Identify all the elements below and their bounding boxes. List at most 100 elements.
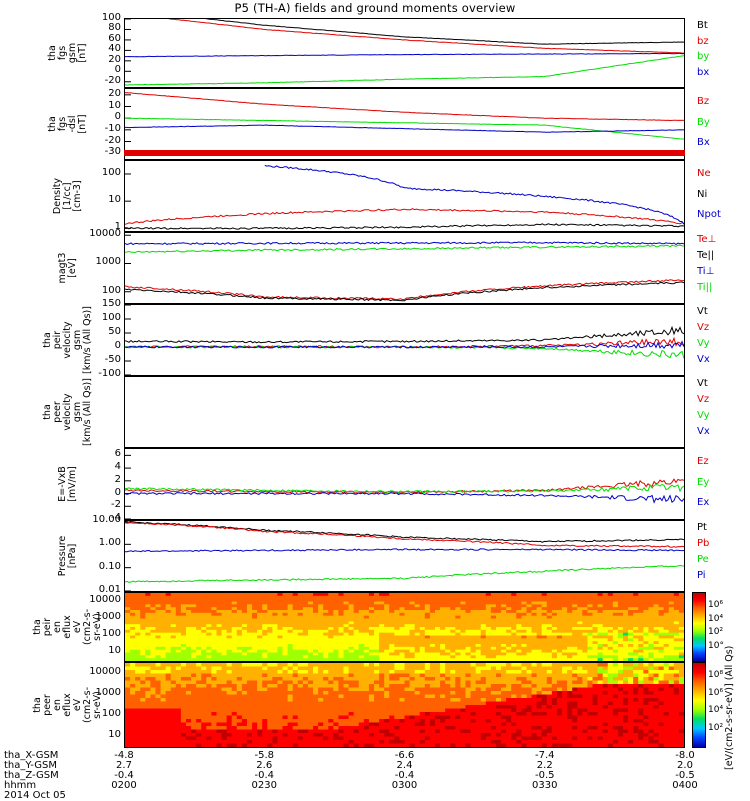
heatmap-cell	[511, 681, 517, 685]
heatmap-cell	[262, 695, 268, 699]
heatmap-cell	[262, 737, 268, 741]
heatmap-cell	[338, 702, 344, 706]
heatmap-cell	[572, 744, 578, 748]
heatmap-cell	[608, 658, 614, 661]
heatmap-cell	[369, 677, 375, 681]
heatmap-cell	[176, 695, 182, 699]
heatmap-cell	[232, 737, 238, 741]
heatmap-cell	[293, 702, 299, 706]
heatmap-cell	[318, 681, 324, 685]
heatmap-cell	[552, 702, 558, 706]
heatmap-cell	[201, 677, 207, 681]
heatmap-cell	[481, 695, 487, 699]
heatmap-cell	[308, 730, 314, 734]
heatmap-cell	[140, 670, 146, 674]
heatmap-cell	[191, 667, 197, 671]
heatmap-cell	[486, 723, 492, 727]
heatmap-cell	[237, 670, 243, 674]
heatmap-cell	[415, 681, 421, 685]
heatmap-cell	[547, 667, 553, 671]
heatmap-cell	[516, 688, 522, 692]
heatmap-cell	[516, 702, 522, 706]
panel-plot-4	[125, 233, 684, 303]
heatmap-cell	[598, 719, 604, 723]
heatmap-cell	[272, 698, 278, 702]
heatmap-cell	[283, 702, 289, 706]
heatmap-cell	[242, 681, 248, 685]
heatmap-cell	[186, 691, 192, 695]
heatmap-cell	[532, 705, 538, 709]
heatmap-cell	[349, 688, 355, 692]
heatmap-cell	[384, 695, 390, 699]
heatmap-cell	[486, 733, 492, 737]
heatmap-cell	[161, 681, 167, 685]
heatmap-cell	[410, 726, 416, 730]
heatmap-cell	[547, 658, 553, 661]
heatmap-cell	[349, 733, 355, 737]
heatmap-cell	[587, 702, 593, 706]
heatmap-cell	[364, 730, 370, 734]
heatmap-cell	[283, 670, 289, 674]
heatmap-cell	[191, 684, 197, 688]
heatmap-cell	[460, 667, 466, 671]
heatmap-cell	[532, 737, 538, 741]
heatmap-cell	[262, 730, 268, 734]
heatmap-cell	[155, 744, 161, 748]
heatmap-cell	[140, 709, 146, 713]
heatmap-cell	[567, 677, 573, 681]
panel-4	[124, 232, 685, 304]
heatmap-cell	[496, 719, 502, 723]
heatmap-cell	[405, 705, 411, 709]
heatmap-cell	[359, 663, 365, 667]
heatmap-cell	[211, 663, 217, 667]
heatmap-cell	[145, 667, 151, 671]
heatmap-cell	[222, 730, 228, 734]
heatmap-cell	[425, 726, 431, 730]
heatmap-cell	[288, 677, 294, 681]
heatmap-cell	[171, 712, 177, 716]
heatmap-cell	[338, 723, 344, 727]
heatmap-cell	[501, 695, 507, 699]
heatmap-cell	[491, 688, 497, 692]
heatmap-cell	[333, 733, 339, 737]
heatmap-cell	[399, 688, 405, 692]
heatmap-cell	[415, 723, 421, 727]
heatmap-cell	[542, 670, 548, 674]
heatmap-cell	[354, 733, 360, 737]
heatmap-cell	[521, 684, 527, 688]
heatmap-cell	[389, 667, 395, 671]
heatmap-cell	[399, 670, 405, 674]
heatmap-cell	[537, 737, 543, 741]
heatmap-cell	[379, 723, 385, 727]
heatmap-cell	[455, 705, 461, 709]
heatmap-cell	[232, 709, 238, 713]
heatmap-cell	[384, 705, 390, 709]
heatmap-cell	[603, 740, 609, 744]
heatmap-cell	[542, 658, 548, 661]
heatmap-cell	[308, 716, 314, 720]
heatmap-cell	[364, 674, 370, 678]
heatmap-cell	[125, 730, 131, 734]
heatmap-cell	[450, 737, 456, 741]
heatmap-cell	[506, 726, 512, 730]
heatmap-cell	[471, 688, 477, 692]
heatmap-cell	[405, 712, 411, 716]
heatmap-cell	[465, 698, 471, 702]
heatmap-cell	[374, 663, 380, 667]
heatmap-cell	[476, 744, 482, 748]
heatmap-cell	[125, 663, 131, 667]
heatmap-cell	[216, 688, 222, 692]
heatmap-cell	[338, 681, 344, 685]
heatmap-cell	[140, 740, 146, 744]
heatmap-cell	[420, 723, 426, 727]
heatmap-cell	[308, 658, 314, 661]
heatmap-cell	[465, 726, 471, 730]
heatmap-cell	[593, 688, 599, 692]
heatmap-cell	[130, 719, 136, 723]
heatmap-cell	[323, 670, 329, 674]
heatmap-cell	[303, 663, 309, 667]
heatmap-cell	[567, 740, 573, 744]
heatmap-cell	[486, 688, 492, 692]
heatmap-cell	[272, 684, 278, 688]
heatmap-cell	[206, 695, 212, 699]
